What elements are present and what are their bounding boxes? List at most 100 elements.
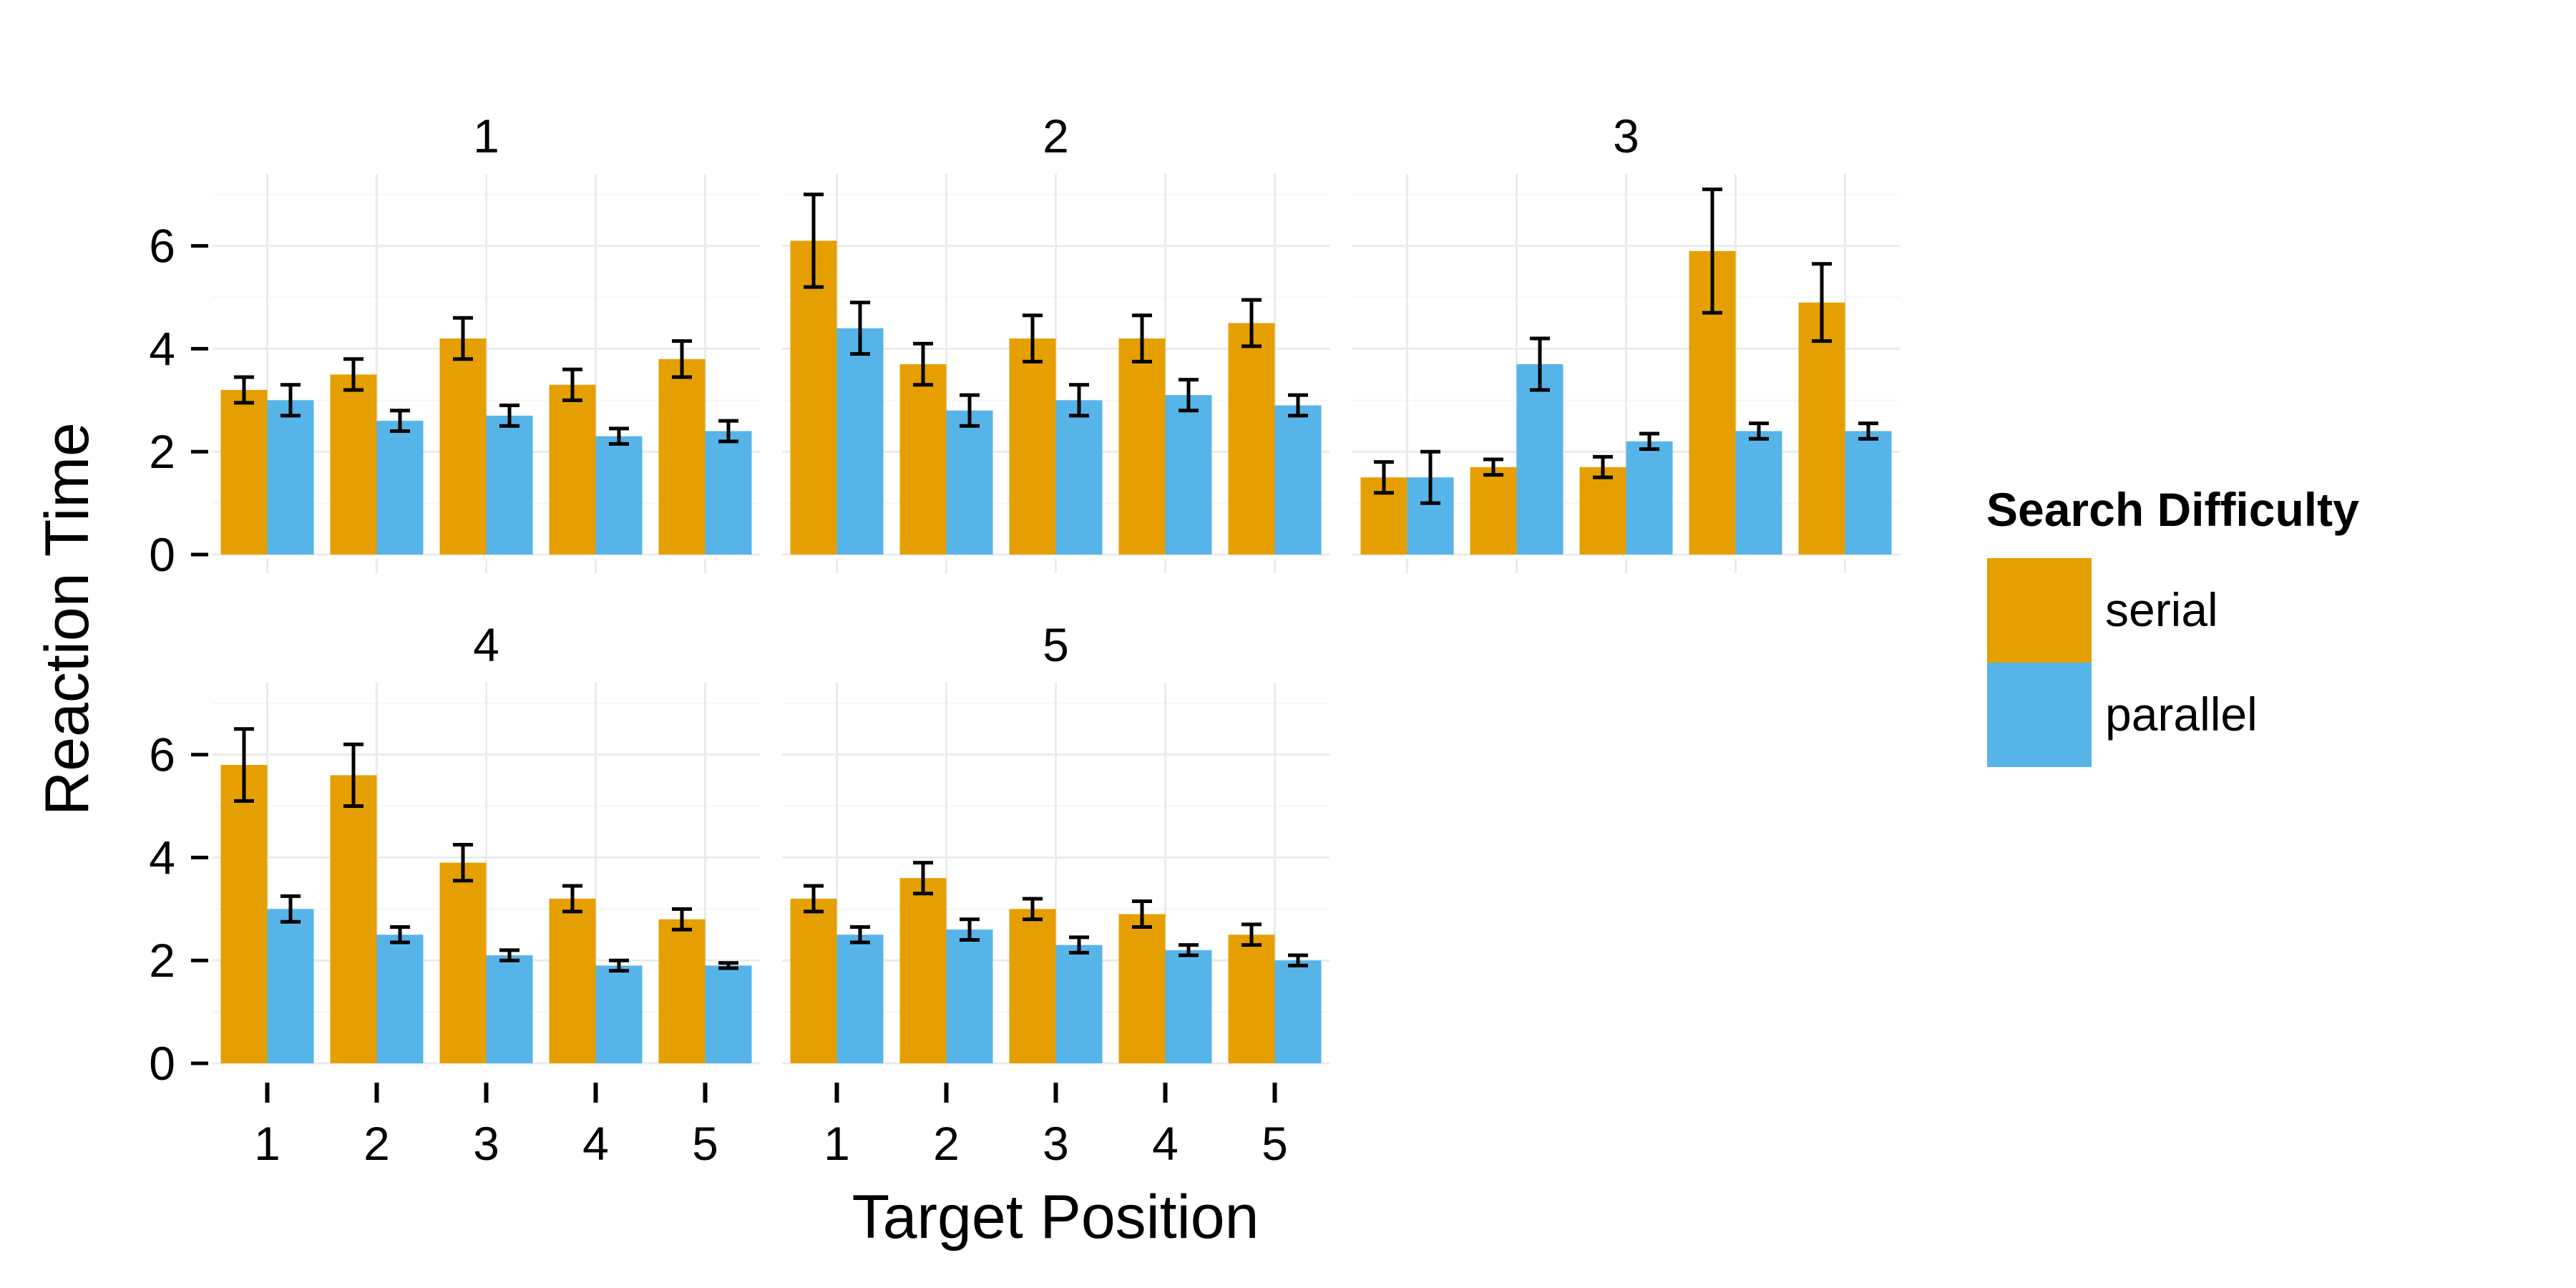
error-bar-serial-5: [672, 339, 692, 379]
error-bar-parallel-2: [390, 924, 410, 945]
bar-serial-5: [658, 358, 706, 555]
y-tick-label: 2: [149, 425, 175, 478]
bar-parallel-3: [1055, 400, 1103, 555]
error-bar-parallel-3: [1069, 383, 1089, 418]
error-bar-serial-2: [343, 357, 364, 392]
bar-parallel-3: [1626, 441, 1673, 555]
error-bar-parallel-5: [718, 961, 738, 970]
error-bar-serial-2: [1483, 457, 1503, 477]
panel-1: 1: [213, 109, 760, 556]
error-bar-parallel-4: [1179, 378, 1199, 413]
bar-parallel-2: [1516, 364, 1563, 555]
error-bar-parallel-2: [1530, 336, 1550, 392]
bar-parallel-1: [836, 935, 884, 1063]
panel-4: 4: [213, 618, 760, 1065]
bar-parallel-1: [267, 400, 314, 555]
error-bar-serial-4: [1132, 899, 1152, 929]
error-bar-serial-1: [234, 727, 254, 803]
error-bar-serial-3: [1593, 454, 1613, 479]
error-bar-parallel-1: [1420, 449, 1440, 505]
y-tick-label: 4: [149, 322, 175, 375]
bar-parallel-5: [705, 965, 752, 1063]
y-tick-label: 0: [149, 1037, 175, 1090]
bar-parallel-2: [376, 935, 424, 1063]
y-tick-label: 6: [149, 728, 175, 781]
y-tick-label: 4: [149, 831, 175, 884]
bar-parallel-2: [376, 421, 424, 555]
x-tick-label: 4: [582, 1117, 609, 1170]
bar-parallel-5: [1274, 405, 1322, 555]
bar-serial-2: [899, 364, 947, 555]
x-tick-label: 5: [692, 1117, 718, 1170]
error-bar-serial-5: [1241, 298, 1262, 348]
bar-serial-1: [790, 240, 837, 555]
error-bar-parallel-1: [280, 383, 301, 418]
bar-parallel-4: [595, 965, 643, 1063]
bar-parallel-5: [1274, 960, 1322, 1063]
legend-label-serial: serial: [2105, 583, 2218, 636]
bar-serial-2: [330, 775, 377, 1063]
bar-serial-4: [549, 384, 596, 555]
panel-title: 4: [473, 618, 499, 671]
error-bar-serial-3: [453, 842, 473, 883]
bar-serial-3: [1579, 467, 1626, 555]
error-bar-serial-1: [234, 375, 254, 405]
bar-serial-5: [658, 919, 706, 1063]
x-tick-label: 3: [1043, 1117, 1069, 1170]
legend-swatch-parallel: [1987, 663, 2092, 767]
bar-serial-3: [439, 338, 487, 555]
x-tick-label: 1: [254, 1117, 280, 1170]
bar-parallel-1: [267, 909, 314, 1063]
error-bar-serial-4: [1702, 187, 1722, 315]
panel-2: 2: [782, 109, 1330, 556]
error-bar-parallel-2: [390, 409, 410, 433]
error-bar-parallel-4: [609, 426, 629, 446]
bar-serial-1: [220, 765, 268, 1063]
error-bar-parallel-5: [1858, 421, 1878, 441]
x-axis-label: Target Position: [852, 1183, 1259, 1252]
bar-parallel-3: [486, 955, 533, 1063]
bar-serial-5: [1228, 935, 1275, 1063]
y-tick-label: 6: [149, 220, 175, 273]
error-bar-serial-2: [343, 742, 364, 809]
error-bar-parallel-2: [960, 917, 980, 942]
x-tick-label: 2: [933, 1117, 960, 1170]
error-bar-serial-1: [804, 192, 824, 289]
bar-parallel-4: [1735, 431, 1782, 555]
bar-serial-1: [790, 898, 837, 1063]
error-bar-parallel-3: [499, 404, 519, 428]
panel-title: 2: [1043, 109, 1069, 162]
legend-swatch-serial: [1987, 558, 2092, 663]
bar-serial-3: [439, 862, 487, 1063]
error-bar-serial-4: [562, 367, 582, 402]
y-tick-label: 0: [149, 528, 175, 581]
panel-title: 5: [1043, 618, 1069, 671]
bar-serial-4: [1118, 338, 1166, 555]
error-bar-serial-4: [1132, 313, 1152, 364]
error-bar-parallel-1: [850, 301, 870, 356]
bar-serial-3: [1009, 909, 1056, 1063]
error-bar-serial-2: [913, 341, 933, 387]
bar-serial-4: [549, 898, 596, 1063]
error-bar-parallel-1: [280, 894, 301, 924]
bar-serial-1: [220, 389, 268, 555]
error-bar-serial-5: [1812, 262, 1832, 343]
error-bar-parallel-2: [960, 393, 980, 428]
error-bar-serial-2: [913, 861, 933, 896]
bar-parallel-3: [486, 415, 533, 555]
error-bar-parallel-4: [1749, 421, 1769, 441]
bar-parallel-5: [1845, 431, 1892, 555]
axes-layer: 0 2 4 6 0 2 4 6 1 2 3 4 5 1 2 3 4 5: [149, 220, 1846, 1170]
x-tick-label: 2: [364, 1117, 390, 1170]
panel-5: 5: [782, 618, 1330, 1065]
error-bar-parallel-3: [1069, 935, 1089, 955]
bar-serial-2: [330, 374, 377, 555]
error-bar-serial-1: [1374, 460, 1394, 495]
bar-parallel-2: [946, 930, 993, 1063]
bar-serial-5: [1798, 302, 1845, 555]
bar-parallel-2: [946, 410, 993, 555]
error-bar-serial-4: [562, 884, 582, 914]
legend-title: Search Difficulty: [1986, 483, 2359, 536]
y-axis-label: Reaction Time: [33, 422, 102, 816]
